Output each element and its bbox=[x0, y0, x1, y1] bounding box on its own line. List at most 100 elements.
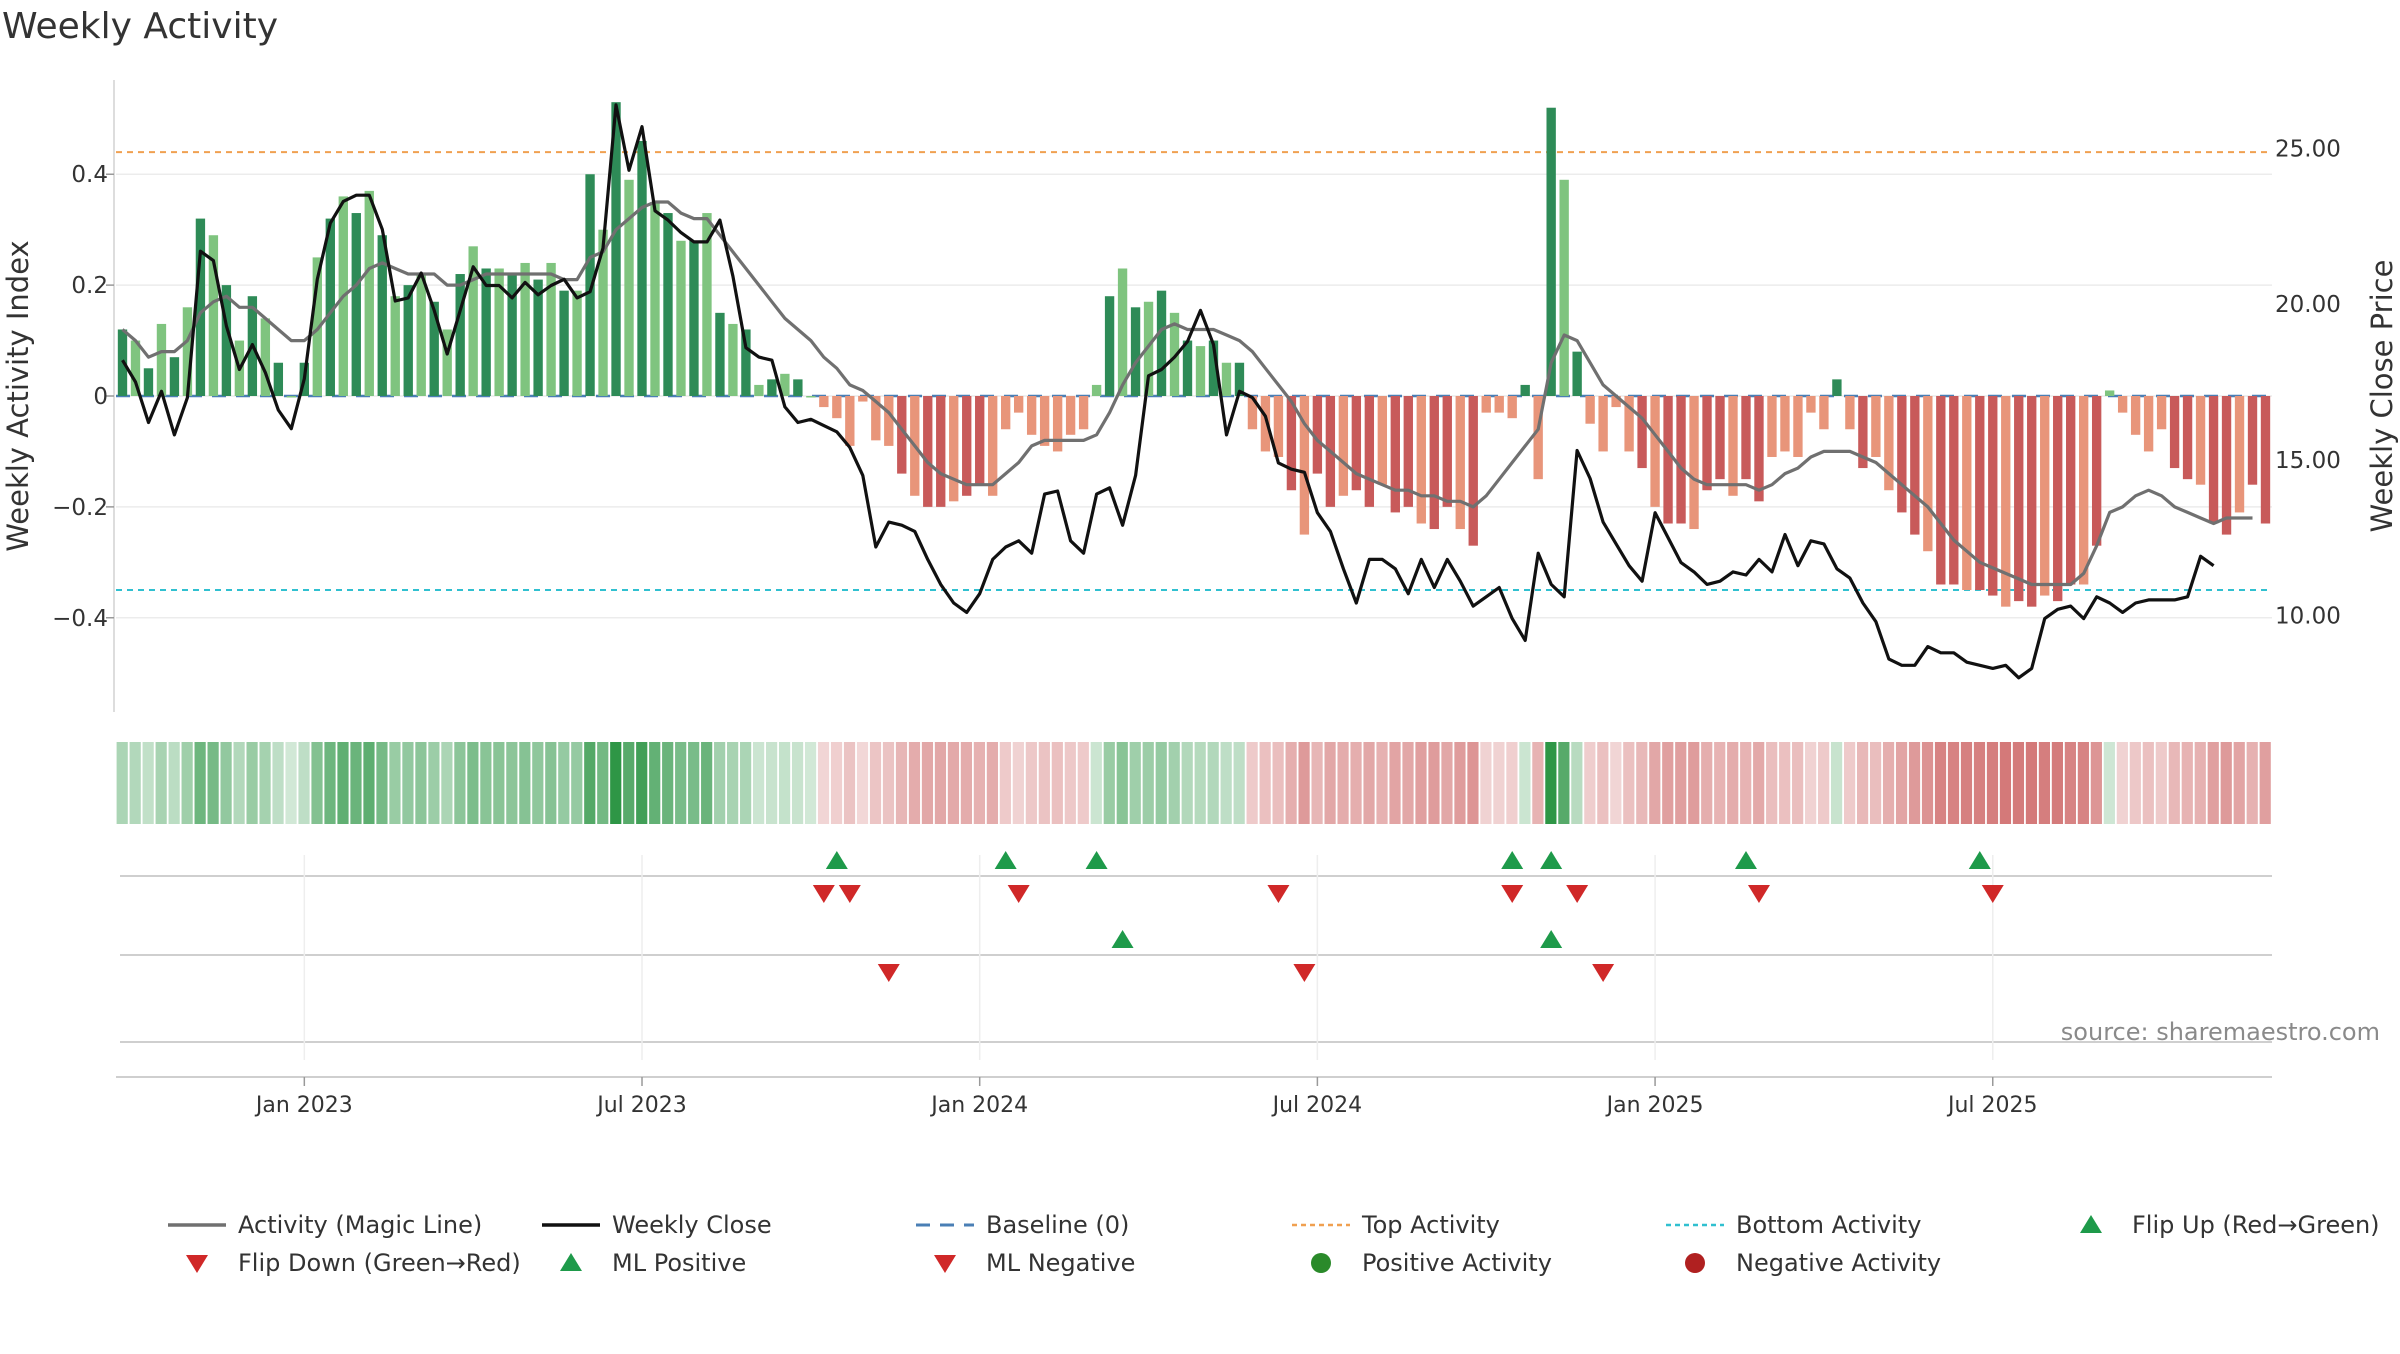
x-tick-label: Jan 2025 bbox=[1605, 1093, 1704, 1118]
flip-up-marker bbox=[1540, 851, 1563, 869]
activity-bar bbox=[1598, 396, 1608, 452]
heat-strip-cell bbox=[402, 742, 414, 824]
activity-bar bbox=[715, 312, 725, 396]
flip-down-marker bbox=[1747, 885, 1770, 903]
activity-bar bbox=[403, 285, 413, 396]
activity-bar bbox=[481, 268, 491, 396]
heat-strip-cell bbox=[1610, 742, 1622, 824]
activity-bar bbox=[637, 140, 647, 396]
activity-bar bbox=[572, 290, 582, 396]
activity-bar bbox=[312, 257, 322, 396]
heat-strip-cell bbox=[545, 742, 557, 824]
heat-strip-cell bbox=[1337, 742, 1349, 824]
heat-strip-cell bbox=[1311, 742, 1323, 824]
activity-bar bbox=[2091, 396, 2102, 546]
x-tick-label: Jul 2025 bbox=[1946, 1093, 2038, 1118]
activity-bar bbox=[2169, 396, 2180, 469]
heat-strip-cell bbox=[947, 742, 960, 824]
heat-strip-cell bbox=[2090, 742, 2102, 824]
heat-strip-cell bbox=[1454, 742, 1466, 824]
heat-strip-cell bbox=[454, 742, 466, 824]
heat-strip-cell bbox=[1934, 742, 1947, 824]
ml-positive-marker bbox=[1540, 930, 1563, 948]
heat-strip-cell bbox=[1363, 742, 1375, 824]
activity-bar bbox=[1429, 396, 1439, 530]
activity-bar bbox=[1754, 396, 1764, 502]
activity-bar bbox=[1715, 396, 1725, 480]
activity-bar bbox=[1780, 396, 1790, 452]
heat-strip-cell bbox=[791, 742, 804, 824]
heat-strip-cell bbox=[2142, 742, 2154, 824]
heat-strip-cell bbox=[1103, 742, 1115, 824]
heat-strip-cell bbox=[1973, 742, 1986, 824]
activity-bar bbox=[1390, 396, 1400, 513]
heat-strip-cell bbox=[1090, 742, 1102, 824]
heat-strip-cell bbox=[597, 742, 609, 824]
legend-label: Baseline (0) bbox=[986, 1211, 1129, 1239]
activity-bar bbox=[780, 373, 790, 396]
activity-bar bbox=[1845, 396, 1855, 430]
activity-bar bbox=[2104, 390, 2115, 396]
legend-label: Activity (Magic Line) bbox=[238, 1211, 482, 1239]
series-lines bbox=[121, 103, 2253, 680]
activity-bar bbox=[351, 213, 361, 396]
heat-strip-cell bbox=[194, 742, 206, 824]
activity-bar bbox=[2143, 396, 2154, 452]
activity-bar bbox=[325, 218, 335, 396]
heat-strip-cell bbox=[973, 742, 985, 824]
heat-strip-cell bbox=[1493, 742, 1505, 824]
heat-strip-cell bbox=[1908, 742, 1921, 824]
heat-strip-cell bbox=[116, 742, 128, 824]
activity-bar bbox=[195, 218, 206, 396]
heat-strip-cell bbox=[934, 742, 947, 824]
heat-strip-cell bbox=[2038, 742, 2051, 824]
activity-bar bbox=[1000, 396, 1011, 430]
source-label: source: sharemaestro.com bbox=[2061, 1018, 2380, 1046]
activity-bar bbox=[1975, 396, 1985, 591]
heat-strip-cell bbox=[324, 742, 336, 824]
heat-strip-cell bbox=[142, 742, 154, 824]
activity-bar bbox=[728, 323, 738, 396]
activity-bar bbox=[1871, 396, 1881, 457]
heat-strip-cell bbox=[1960, 742, 1973, 824]
activity-bar bbox=[2078, 396, 2089, 585]
legend-label: Flip Up (Red→Green) bbox=[2132, 1211, 2380, 1239]
activity-bar bbox=[936, 396, 946, 507]
heat-strip-cell bbox=[2116, 742, 2128, 824]
legend-swatch bbox=[934, 1255, 956, 1273]
activity-bar bbox=[156, 323, 167, 396]
heat-strip-cell bbox=[778, 742, 791, 824]
flip-down-marker bbox=[1501, 885, 1524, 903]
activity-bar bbox=[390, 296, 400, 396]
flip-up-marker bbox=[1968, 851, 1991, 869]
heat-strip-cell bbox=[908, 742, 921, 824]
heat-strip-cell bbox=[610, 742, 622, 824]
flip-up-marker bbox=[994, 851, 1017, 869]
activity-bar bbox=[2208, 396, 2219, 524]
heat-strip-cell bbox=[1818, 742, 1830, 824]
heat-strip-cell bbox=[1571, 742, 1583, 824]
heat-strip-cell bbox=[1843, 742, 1856, 824]
activity-bar bbox=[1910, 396, 1920, 535]
activity-bar bbox=[143, 368, 154, 396]
flip-down-marker bbox=[812, 885, 835, 903]
legend-swatch bbox=[1685, 1253, 1705, 1273]
ml-negative-marker bbox=[1592, 964, 1615, 982]
heat-strip-cell bbox=[675, 742, 687, 824]
heat-strip-cell bbox=[519, 742, 531, 824]
activity-bar bbox=[2221, 396, 2232, 535]
legend-label: Weekly Close bbox=[612, 1211, 772, 1239]
activity-bar bbox=[858, 396, 868, 402]
heat-strip-cell bbox=[1675, 742, 1687, 824]
activity-bar bbox=[1052, 396, 1063, 452]
heat-strip-cell bbox=[1012, 742, 1024, 824]
activity-bar bbox=[806, 396, 816, 398]
heat-strip-cell bbox=[804, 742, 817, 824]
heat-strip-cell bbox=[2207, 742, 2219, 824]
y-tick-label: 0.4 bbox=[71, 162, 108, 188]
y2-axis-title: Weekly Close Price bbox=[2365, 260, 2399, 533]
heat-strip-cell bbox=[1766, 742, 1778, 824]
activity-bar bbox=[897, 396, 907, 474]
activity-bar bbox=[416, 274, 426, 396]
heat-strip-cell bbox=[363, 742, 375, 824]
